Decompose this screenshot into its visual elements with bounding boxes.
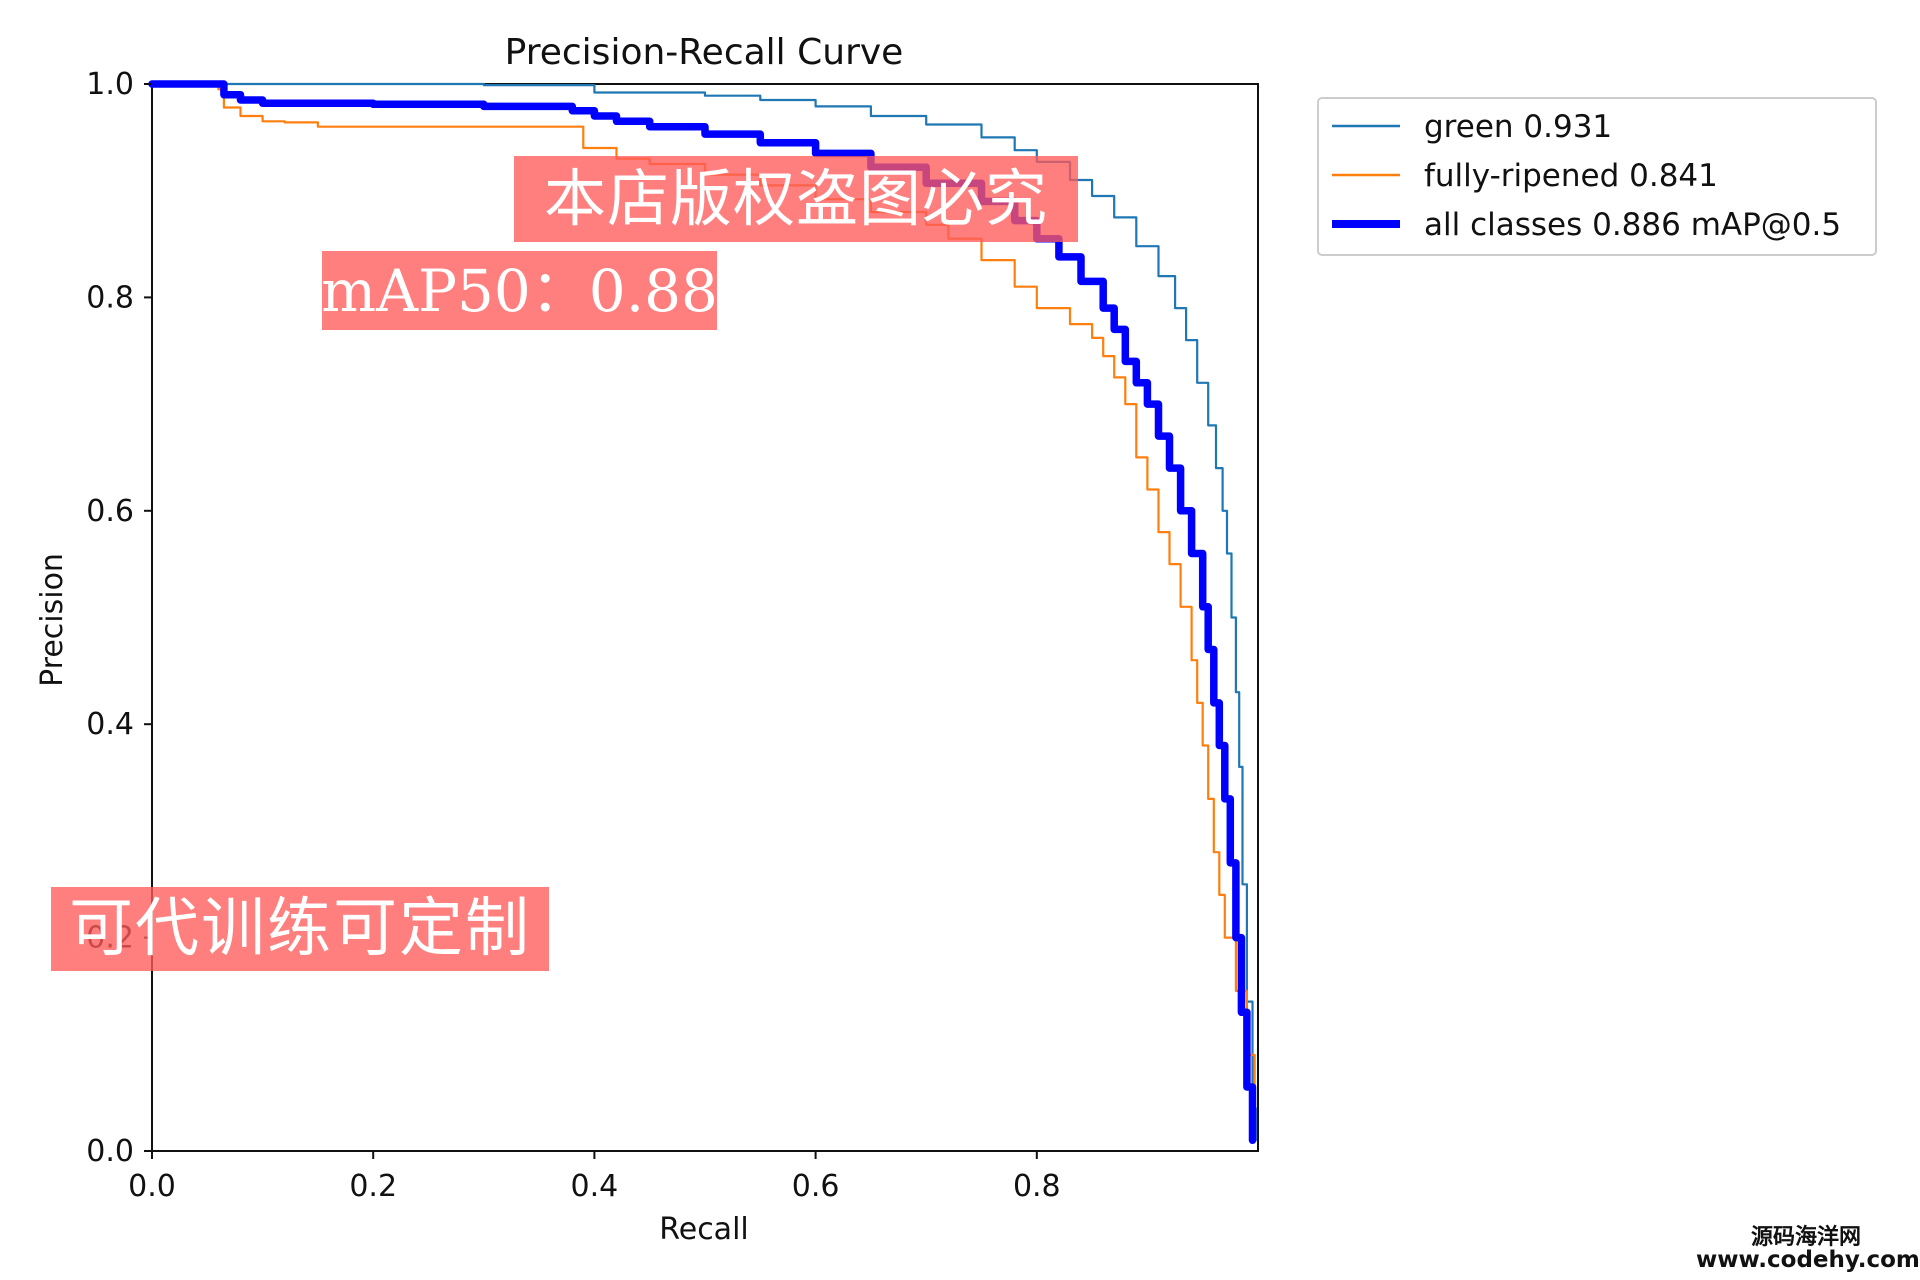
series-layer: [148, 80, 1257, 1145]
y-tick-label-0: 0.0: [86, 1134, 134, 1169]
x-tick-label-0: 0.0: [128, 1169, 176, 1204]
y-tick-label-4: 0.8: [86, 280, 134, 315]
chart-title: Precision-Recall Curve: [505, 32, 904, 73]
x-axis-label: Recall: [659, 1212, 749, 1247]
site-watermark: 源码海洋网 www.codehy.com: [1696, 1225, 1920, 1273]
series-line-1: [150, 82, 1257, 1142]
series-line-3: [148, 80, 1257, 1145]
y-tick-label-2: 0.4: [86, 707, 134, 742]
legend: green 0.931 fully-ripened 0.841 all classe…: [1317, 97, 1877, 256]
x-tick-label-1: 0.2: [349, 1169, 397, 1204]
copyright-watermark: 本店版权盗图必究: [514, 156, 1078, 242]
x-tick-label-3: 0.6: [792, 1169, 840, 1204]
custom-training-watermark: 可代训练可定制: [51, 887, 549, 971]
series-line-2: [150, 82, 1256, 1110]
site-url-label: www.codehy.com: [1696, 1247, 1920, 1273]
legend-label-3: all classes 0.886 mAP@0.5: [1424, 207, 1841, 243]
y-tick-label-5: 1.0: [86, 67, 134, 102]
site-name-label: 源码海洋网: [1750, 1225, 1861, 1250]
x-tick-label-4: 0.8: [1013, 1169, 1061, 1204]
legend-box: [1317, 97, 1877, 256]
legend-label-2: fully-ripened 0.841: [1424, 158, 1718, 194]
plot-area-frame: [151, 83, 1259, 1152]
map50-watermark: mAP50：0.88: [322, 251, 717, 330]
y-axis-label: Precision: [35, 553, 70, 687]
x-tick-label-2: 0.4: [571, 1169, 619, 1204]
legend-label-1: green 0.931: [1424, 109, 1612, 145]
y-tick-label-3: 0.6: [86, 494, 134, 529]
